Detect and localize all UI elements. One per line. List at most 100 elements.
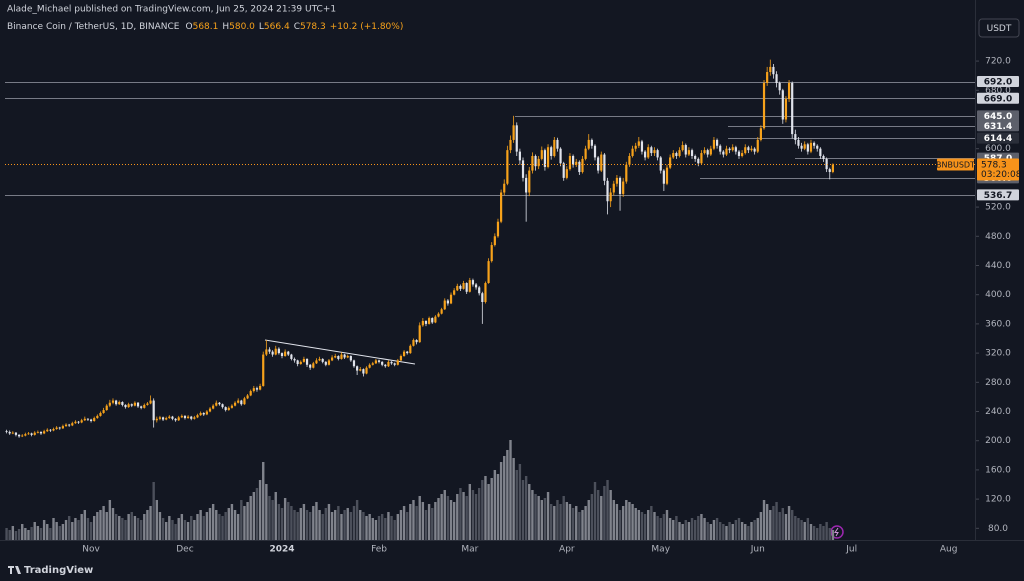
level-label: 669.0 [984, 94, 1012, 104]
currency-box[interactable] [978, 18, 1020, 38]
volume-bar [280, 508, 284, 540]
candle-body [706, 150, 709, 155]
event-icon[interactable] [830, 525, 844, 539]
legend-value: 578.3 [300, 22, 326, 32]
candle-body [728, 148, 731, 151]
volume-bar [437, 498, 440, 540]
volume-bar [418, 496, 421, 540]
volume-bar [374, 520, 378, 540]
candle-body [593, 145, 597, 158]
volume-bar [174, 524, 177, 540]
candle-body [597, 157, 600, 171]
volume-bar [349, 512, 353, 540]
candle-body [809, 142, 813, 152]
volume-bar [756, 518, 759, 540]
candle-body [659, 157, 662, 171]
candle-body [606, 180, 609, 202]
legend-value: 580.0 [229, 22, 255, 32]
volume-bar [224, 512, 227, 540]
volume-bar [33, 522, 36, 540]
candle-body [71, 423, 74, 426]
volume-bar [790, 510, 794, 540]
candle-body [36, 431, 39, 433]
volume-bar [299, 508, 302, 540]
candle-body [246, 395, 249, 399]
volume-bar [512, 458, 515, 540]
candle-body [64, 424, 68, 427]
candle-body [490, 245, 493, 262]
candle-body [359, 369, 362, 371]
volume-bar [180, 514, 184, 540]
legend-key: C [294, 22, 300, 32]
candle-body [193, 417, 196, 419]
y-tick-label: 680.0 [985, 86, 1011, 96]
candle-body [24, 434, 27, 436]
volume-bar [753, 520, 756, 540]
volume-bar [593, 482, 597, 540]
candle-body [712, 139, 716, 149]
volume-bar [565, 502, 569, 540]
candle-body [462, 283, 465, 289]
candle-body [77, 421, 80, 423]
x-tick-label: Apr [559, 545, 575, 555]
volume-bar [246, 502, 249, 540]
candle-body [562, 163, 565, 178]
candle-body [665, 167, 669, 184]
volume-bar [111, 508, 115, 540]
volume-bar [797, 518, 800, 540]
volume-bar [46, 524, 49, 540]
volume-bar [737, 518, 741, 540]
volume-bar [384, 518, 387, 540]
candle-body [265, 349, 268, 355]
candle-body [741, 153, 744, 156]
candle-body [356, 366, 359, 371]
candle-body [468, 280, 471, 292]
volume-bar [452, 502, 456, 540]
volume-bar [377, 516, 381, 540]
volume-bar [537, 496, 540, 540]
volume-bar [283, 498, 287, 540]
volume-bar [496, 474, 500, 540]
candle-body [39, 431, 43, 434]
volume-bar [712, 520, 716, 540]
candle-body [822, 155, 825, 159]
candle-body [737, 151, 741, 156]
candle-body [772, 66, 775, 75]
candle-body [543, 150, 547, 167]
volume-bar [703, 518, 706, 540]
candle-body [321, 358, 324, 362]
level-label-box [977, 110, 1019, 122]
volume-bar [634, 508, 637, 540]
candle-body [14, 432, 18, 435]
candle-body [700, 153, 703, 164]
volume-bar [672, 520, 675, 540]
volume-bar [509, 440, 512, 540]
volume-bar [99, 510, 102, 540]
volume-bar [465, 496, 468, 540]
volume-bar [668, 518, 672, 540]
volume-bar [656, 516, 659, 540]
candle-body [55, 427, 58, 430]
volume-bar [421, 502, 425, 540]
candle-body [500, 192, 503, 222]
volume-bar [64, 520, 68, 540]
volume-bar [362, 512, 365, 540]
volume-bar [17, 529, 21, 540]
candle-body [612, 183, 615, 193]
volume-bar [390, 516, 393, 540]
volume-bar [427, 504, 431, 540]
candle-body [744, 147, 747, 154]
volume-bar [334, 510, 337, 540]
volume-bar [762, 500, 766, 540]
candle-body [434, 316, 437, 323]
volume-bar [618, 510, 622, 540]
x-tick-label: Feb [371, 545, 387, 555]
volume-bar [662, 514, 666, 540]
candle-body [324, 361, 327, 365]
candle-body [312, 363, 315, 368]
volume-bar [308, 512, 312, 540]
volume-bar [108, 500, 112, 540]
candle-body [115, 400, 118, 405]
